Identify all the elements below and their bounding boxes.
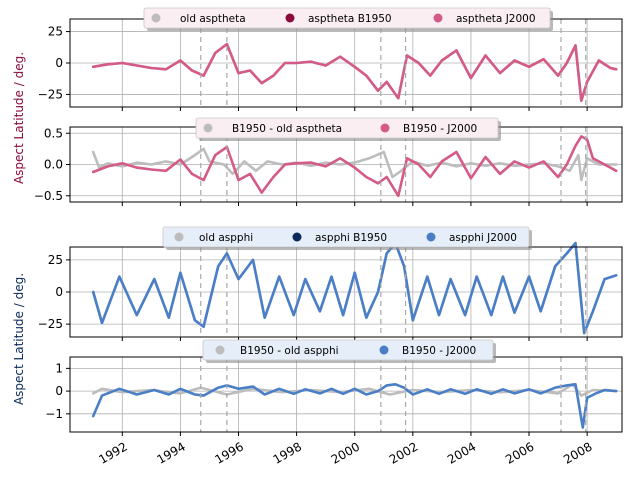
y-tick-label: 0.0 [44, 158, 63, 172]
x-tick-label: 2002 [387, 439, 420, 466]
series-line-1 [91, 382, 618, 429]
y-tick-label: −1 [45, 407, 63, 421]
legend-entry: aspphi J2000 [449, 232, 517, 244]
legend-marker [203, 123, 213, 133]
legend-marker [151, 13, 161, 23]
legend-entry: asptheta J2000 [456, 13, 536, 25]
legend-marker [379, 345, 389, 355]
legend-marker [433, 13, 443, 23]
legend-marker [215, 345, 225, 355]
legend-entry: B1950 - old asptheta [232, 123, 342, 135]
legend-entry: B1950 - J2000 [403, 123, 477, 135]
x-tick-label: 2004 [445, 439, 478, 466]
legend-marker [292, 232, 302, 242]
legend: B1950 - old asptheta B1950 - J2000 [195, 117, 501, 141]
legend-entry: asptheta B1950 [308, 13, 392, 25]
panel-theta-diff: −0.5 0.0 0.5 B1950 - old asptheta B1950 - J2… [34, 117, 623, 206]
legend-marker [285, 13, 295, 23]
x-tick-label: 1992 [96, 439, 129, 466]
ylabel-bottom: Aspect Latitude / deg. [12, 273, 26, 405]
series-line-1 [91, 135, 618, 198]
legend-entry: B1950 - old aspphi [240, 345, 339, 357]
panel-phi-main: −25 0 25 old aspphi aspphi B1950 aspphi J2000 [38, 226, 623, 341]
y-tick-label: −25 [38, 317, 63, 331]
legend-entry: old aspphi [199, 232, 253, 244]
legend-marker [426, 232, 436, 242]
panel-theta-main: −25 0 25 old asptheta asptheta B1950 asptheta… [38, 7, 623, 111]
legend-entry: B1950 - J2000 [402, 345, 476, 357]
legend: B1950 - old aspphi B1950 - J2000 [202, 339, 496, 363]
series-line-2 [91, 241, 618, 335]
y-tick-label: 25 [48, 25, 63, 39]
y-tick-label: 0 [55, 384, 63, 398]
series-line-2 [91, 42, 618, 102]
legend: old aspphi aspphi B1950 aspphi J2000 [162, 226, 532, 250]
y-tick-label: 25 [48, 253, 63, 267]
x-tick-label: 2000 [329, 439, 362, 466]
y-tick-label: 1 [55, 361, 63, 375]
panel-phi-diff: −1 0 1 1992 1994 1996 1998 2000 2002 2004 2006 2008… [45, 339, 623, 467]
legend-marker [380, 123, 390, 133]
x-tick-label: 1996 [213, 439, 246, 466]
legend-entry: aspphi B1950 [315, 232, 387, 244]
x-tick-label: 2008 [561, 439, 594, 466]
ylabel-top: Aspect Latitude / deg. [12, 52, 26, 184]
x-tick-label: 1998 [271, 439, 304, 466]
x-tick-label: 1994 [154, 439, 187, 466]
y-tick-label: 0 [55, 285, 63, 299]
legend: old asptheta asptheta B1950 asptheta J2000 [143, 7, 553, 31]
y-tick-label: 0.5 [44, 126, 63, 140]
legend-marker [174, 232, 184, 242]
x-tick-label: 2006 [503, 439, 536, 466]
legend-entry: old asptheta [180, 13, 246, 25]
y-tick-label: 0 [55, 56, 63, 70]
y-tick-label: −0.5 [34, 189, 63, 203]
y-tick-label: −25 [38, 87, 63, 101]
